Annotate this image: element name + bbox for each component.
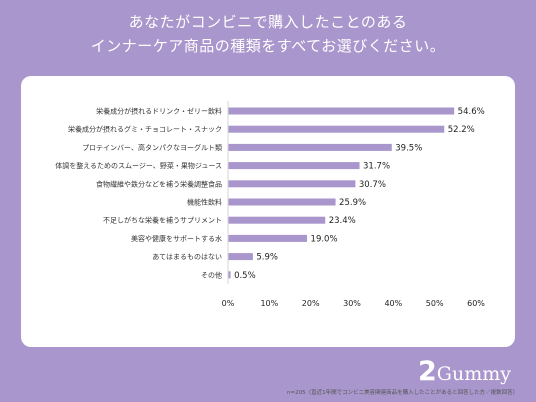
- data-label: 23.4%: [329, 216, 356, 226]
- bar: [228, 180, 356, 188]
- data-label: 54.6%: [458, 107, 485, 117]
- brand-logo-number: 2: [418, 356, 437, 387]
- category-label: プロテインバー、高タンパクなヨーグルト類: [82, 143, 222, 152]
- bar: [228, 234, 308, 242]
- bar: [228, 162, 360, 170]
- x-tick-label: 20%: [302, 299, 320, 308]
- x-tick-label: 0%: [222, 299, 235, 308]
- x-tick-label: 40%: [384, 299, 402, 308]
- data-label: 52.2%: [448, 125, 475, 135]
- category-label: 栄養成分が摂れるドリンク・ゼリー飲料: [96, 107, 222, 116]
- bar: [228, 143, 392, 151]
- category-label: 体調を整えるためのスムージー、野菜・果物ジュース: [55, 161, 222, 170]
- question-title: あなたがコンビニで購入したことのある インナーケア商品の種類をすべてお選びくださ…: [0, 10, 536, 58]
- category-label: その他: [201, 270, 222, 279]
- x-tick-label: 10%: [260, 299, 278, 308]
- x-tick-label: 30%: [343, 299, 361, 308]
- category-label: 不足しがちな栄養を補うサプリメント: [103, 216, 222, 225]
- bar: [228, 216, 326, 224]
- data-label: 0.5%: [234, 271, 256, 281]
- brand-logo: 2Gummy: [418, 356, 511, 387]
- chart-card: 栄養成分が摂れるドリンク・ゼリー飲料 54.6% 栄養成分が摂れるグミ・チョコレート…: [21, 76, 518, 396]
- category-label: 美容や健康をサポートする水: [131, 234, 222, 243]
- data-label: 19.0%: [311, 234, 338, 244]
- bar: [228, 198, 336, 206]
- bar: [228, 107, 455, 115]
- question-title-line-1: あなたがコンビニで購入したことのある: [128, 13, 408, 31]
- bar: [228, 271, 231, 279]
- x-tick-label: 60%: [467, 299, 485, 308]
- x-tick-label: 50%: [426, 299, 444, 308]
- data-label: 31.7%: [363, 162, 390, 172]
- data-label: 30.7%: [359, 180, 386, 190]
- bar-chart: 栄養成分が摂れるドリンク・ゼリー飲料 54.6% 栄養成分が摂れるグミ・チョコレート…: [55, 101, 485, 308]
- sample-size-note: n=205（直近1年間でコンビニ美容関連商品を購入したことがあると回答した方／複…: [287, 390, 519, 396]
- bar: [228, 125, 445, 133]
- category-label: 機能性飲料: [187, 198, 222, 207]
- category-label: 栄養成分が摂れるグミ・チョコレート・スナック: [68, 125, 222, 134]
- brand-logo-word: Gummy: [436, 363, 511, 385]
- data-label: 25.9%: [339, 198, 366, 208]
- bar: [228, 253, 253, 261]
- data-label: 39.5%: [395, 143, 422, 153]
- data-label: 5.9%: [256, 253, 278, 263]
- category-label: 食物繊維や鉄分などを補う栄養調整食品: [96, 179, 222, 188]
- question-title-line-2: インナーケア商品の種類をすべてお選びください。: [90, 37, 446, 55]
- category-label: あてはまるものはない: [152, 253, 222, 261]
